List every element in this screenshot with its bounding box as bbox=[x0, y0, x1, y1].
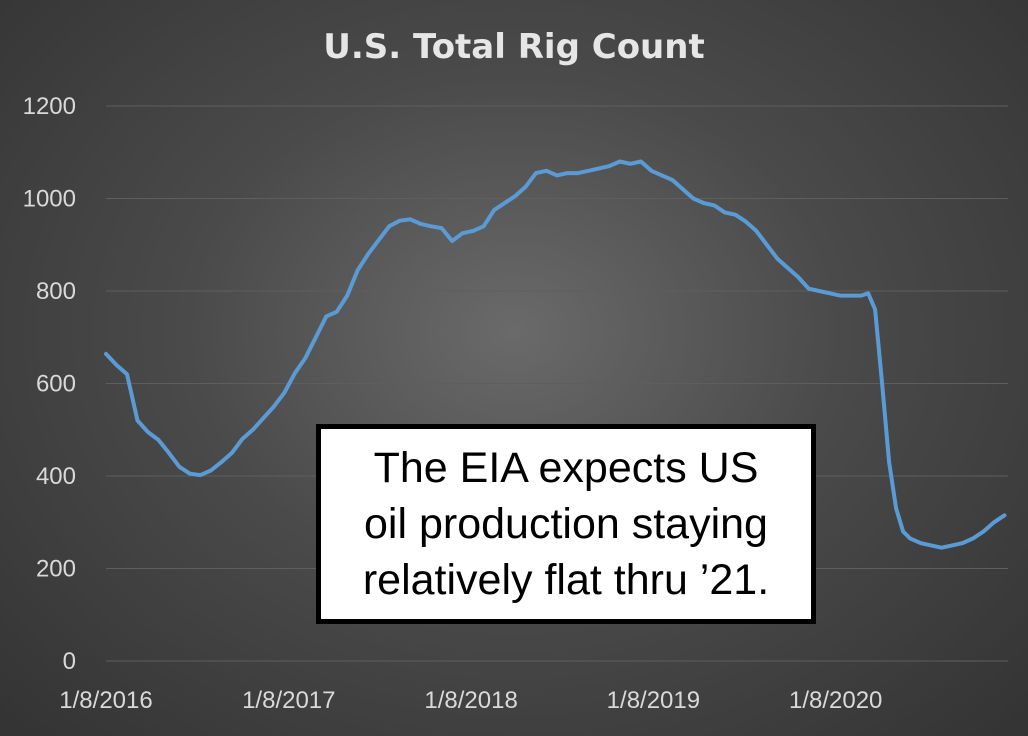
y-tick-label: 1000 bbox=[23, 186, 76, 213]
y-tick-label: 600 bbox=[36, 371, 76, 398]
y-tick-label: 0 bbox=[63, 648, 76, 675]
x-tick-label: 1/8/2019 bbox=[607, 687, 700, 714]
x-axis-tick-labels: 1/8/2016 1/8/2017 1/8/2018 1/8/2019 1/8/2020 bbox=[59, 687, 882, 714]
x-tick-label: 1/8/2017 bbox=[242, 687, 335, 714]
y-axis-tick-labels: 0 200 400 600 800 1000 1200 bbox=[23, 93, 76, 675]
chart-title: U.S. Total Rig Count bbox=[323, 27, 704, 67]
y-tick-label: 400 bbox=[36, 463, 76, 490]
x-tick-label: 1/8/2020 bbox=[789, 687, 882, 714]
y-tick-label: 200 bbox=[36, 556, 76, 583]
y-tick-label: 1200 bbox=[23, 93, 76, 120]
x-tick-label: 1/8/2016 bbox=[59, 687, 152, 714]
x-tick-label: 1/8/2018 bbox=[424, 687, 517, 714]
y-tick-label: 800 bbox=[36, 278, 76, 305]
series-line bbox=[104, 159, 1007, 550]
annotation-text: The EIA expects US oil production stayin… bbox=[362, 444, 770, 604]
annotation-box: The EIA expects US oil production stayin… bbox=[316, 424, 816, 624]
series-layer bbox=[104, 159, 1007, 550]
